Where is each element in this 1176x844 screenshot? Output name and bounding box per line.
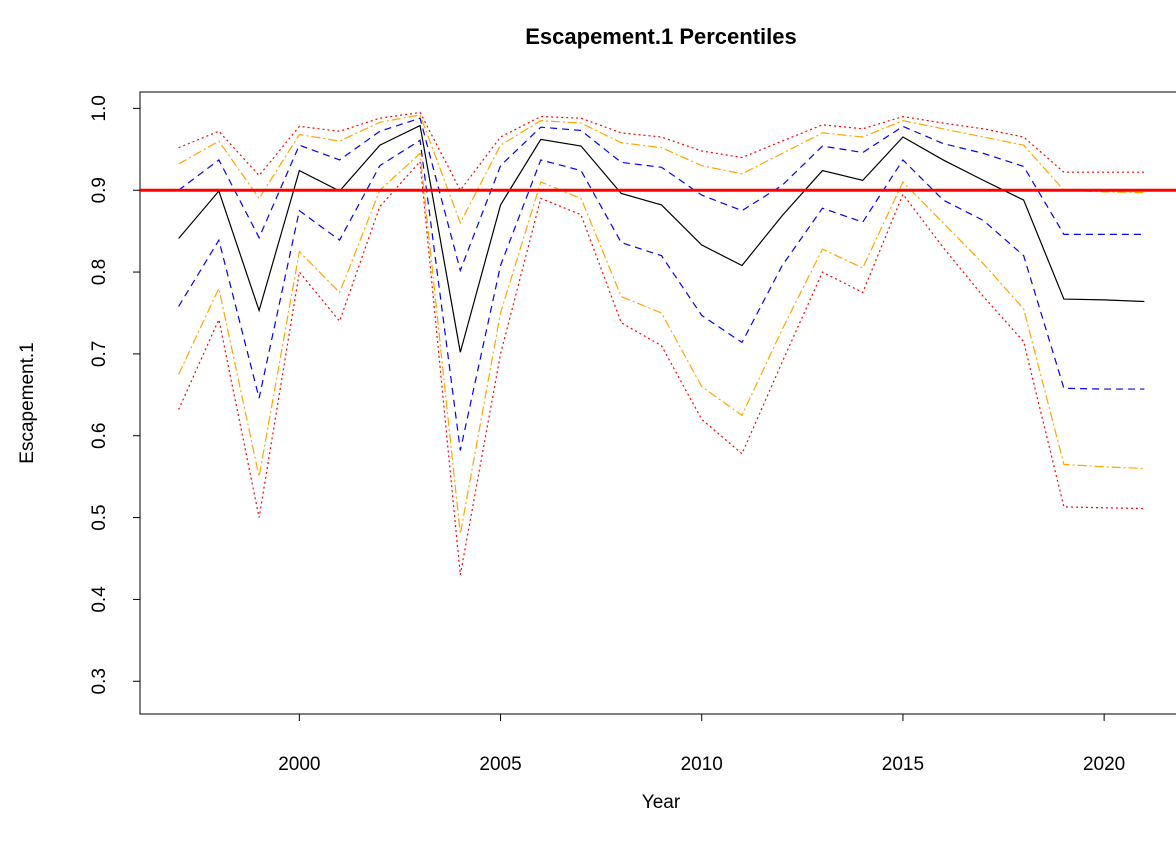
y-tick-label: 1.0 <box>89 95 110 121</box>
series-line <box>178 117 1145 273</box>
series-line <box>178 114 1145 225</box>
series-line <box>178 152 1145 535</box>
plot-box <box>139 91 1176 715</box>
chart-title: Escapement.1 Percentiles <box>525 24 796 49</box>
x-tick-label: 2015 <box>882 754 924 775</box>
y-tick-label: 0.4 <box>89 586 110 613</box>
series-line <box>178 139 1145 451</box>
y-axis-label: Escapement.1 <box>17 342 38 463</box>
y-tick-label: 0.5 <box>89 504 110 530</box>
x-tick-label: 2010 <box>681 754 723 775</box>
y-tick-label: 0.3 <box>89 668 110 694</box>
series-line <box>178 124 1145 353</box>
y-tick-label: 0.6 <box>89 423 110 449</box>
series-line <box>178 160 1145 575</box>
y-tick-label: 0.7 <box>89 341 110 367</box>
y-tick-label: 0.9 <box>89 177 110 203</box>
x-tick-label: 2020 <box>1083 754 1125 775</box>
x-tick-label: 2005 <box>479 754 521 775</box>
x-axis-label: Year <box>642 792 681 813</box>
x-tick-label: 2000 <box>278 754 320 775</box>
series-line <box>178 111 1145 192</box>
y-tick-label: 0.8 <box>89 259 110 285</box>
